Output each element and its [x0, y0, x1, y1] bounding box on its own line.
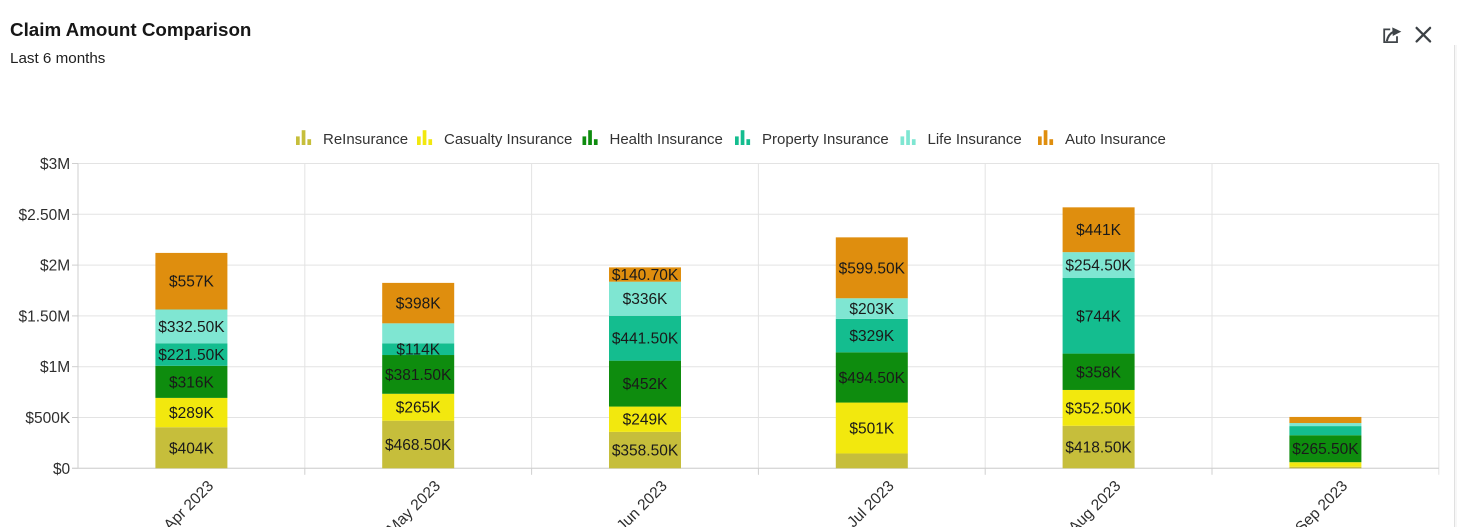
svg-text:$744K: $744K [1076, 308, 1121, 325]
svg-text:$441.50K: $441.50K [612, 331, 679, 348]
svg-text:$265K: $265K [396, 400, 441, 417]
svg-text:$494.50K: $494.50K [839, 370, 906, 387]
svg-text:Life Insurance: Life Insurance [928, 131, 1022, 148]
svg-text:$3M: $3M [40, 156, 70, 173]
svg-text:Jul 2023: Jul 2023 [844, 478, 897, 527]
svg-text:$336K: $336K [623, 291, 668, 308]
svg-text:$140.70K: $140.70K [612, 267, 679, 284]
svg-text:$468.50K: $468.50K [385, 437, 452, 454]
svg-text:Auto Insurance: Auto Insurance [1065, 131, 1166, 148]
svg-text:$358K: $358K [1076, 364, 1121, 381]
svg-text:$114K: $114K [396, 342, 440, 359]
svg-text:$398K: $398K [396, 296, 441, 313]
svg-text:$418.50K: $418.50K [1065, 440, 1132, 457]
svg-text:Jun 2023: Jun 2023 [614, 478, 671, 527]
svg-text:$2.50M: $2.50M [18, 207, 70, 224]
svg-text:$441K: $441K [1076, 222, 1121, 239]
svg-text:$203K: $203K [849, 301, 894, 318]
svg-text:$358.50K: $358.50K [612, 443, 679, 460]
svg-text:$404K: $404K [169, 440, 214, 457]
svg-text:$1M: $1M [40, 359, 70, 376]
svg-text:May 2023: May 2023 [384, 478, 444, 527]
svg-text:$1.50M: $1.50M [18, 308, 70, 325]
svg-text:$332.50K: $332.50K [158, 319, 225, 336]
svg-text:Sep 2023: Sep 2023 [1292, 478, 1351, 527]
svg-text:$2M: $2M [40, 258, 70, 275]
svg-text:$329K: $329K [849, 328, 894, 345]
svg-text:$557K: $557K [169, 274, 214, 291]
svg-text:$599.50K: $599.50K [839, 260, 906, 277]
svg-text:$316K: $316K [169, 374, 214, 391]
svg-text:$452K: $452K [623, 376, 668, 393]
svg-text:$221.50K: $221.50K [158, 347, 225, 364]
svg-text:$265.50K: $265.50K [1292, 441, 1359, 458]
svg-text:$249K: $249K [623, 412, 668, 429]
svg-text:Aug 2023: Aug 2023 [1065, 478, 1124, 527]
svg-text:ReInsurance: ReInsurance [323, 131, 408, 148]
svg-text:Health Insurance: Health Insurance [610, 131, 723, 148]
svg-text:$500K: $500K [25, 410, 70, 427]
svg-text:Property Insurance: Property Insurance [762, 131, 889, 148]
svg-text:$0: $0 [53, 461, 71, 478]
svg-text:$352.50K: $352.50K [1065, 400, 1132, 417]
svg-text:$381.50K: $381.50K [385, 367, 452, 384]
svg-text:$289K: $289K [169, 405, 214, 422]
svg-text:Casualty Insurance: Casualty Insurance [444, 131, 572, 148]
svg-text:Apr 2023: Apr 2023 [161, 478, 218, 527]
svg-text:$501K: $501K [849, 421, 894, 438]
svg-text:$254.50K: $254.50K [1065, 258, 1132, 275]
